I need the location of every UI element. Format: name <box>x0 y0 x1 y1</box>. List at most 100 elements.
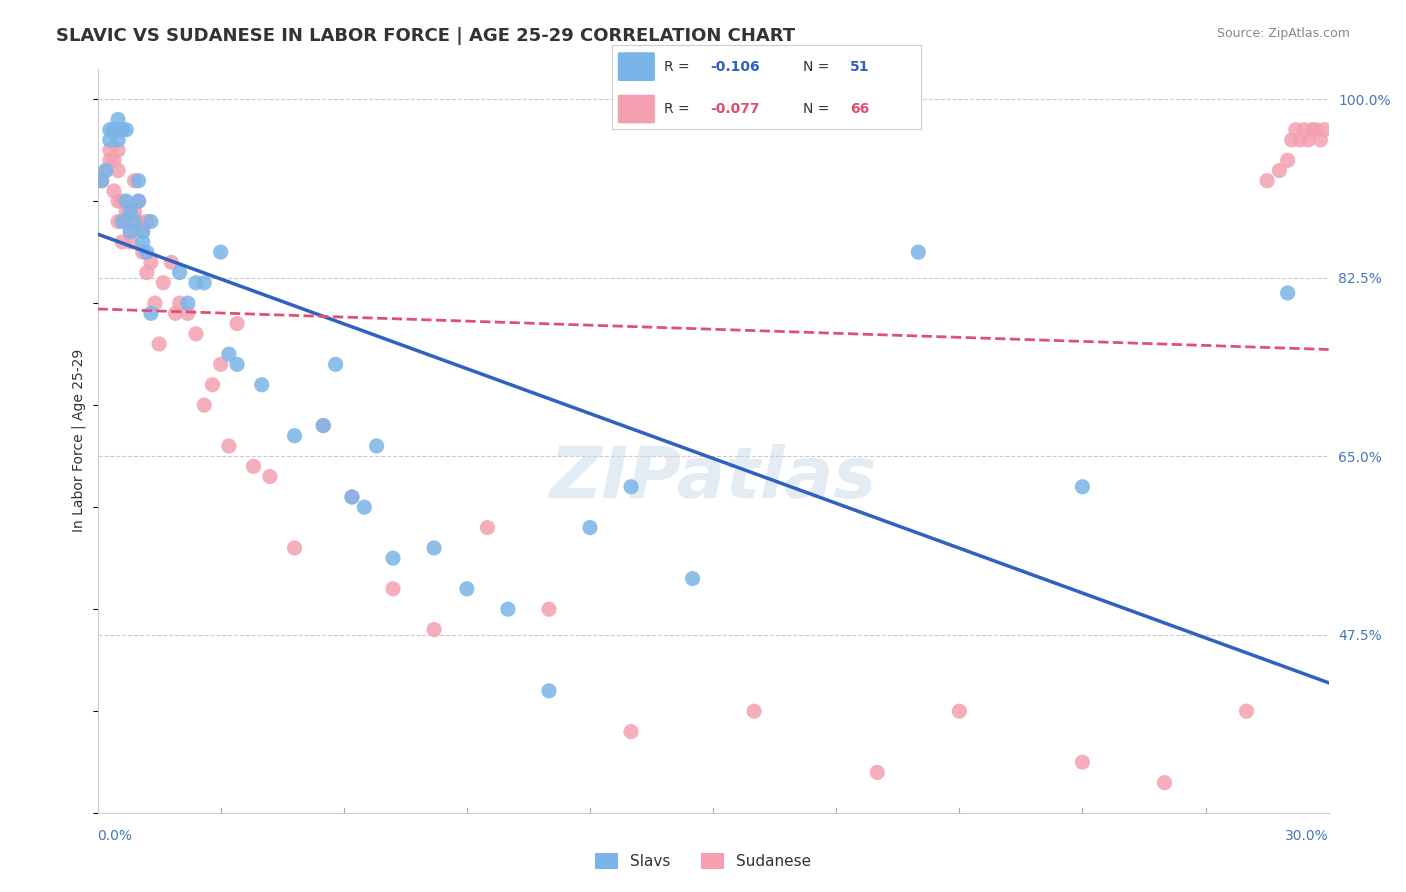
Point <box>340 490 363 504</box>
Point <box>1071 480 1094 494</box>
Point <box>135 266 157 280</box>
FancyBboxPatch shape <box>617 53 655 81</box>
Point <box>128 194 150 208</box>
Point <box>1277 153 1299 168</box>
Text: N =: N = <box>803 60 834 74</box>
Point <box>209 357 232 371</box>
Point <box>107 143 129 157</box>
Point <box>1313 122 1336 136</box>
Point <box>103 122 125 136</box>
Point <box>325 357 347 371</box>
Point <box>193 276 215 290</box>
Point <box>107 194 129 208</box>
Point <box>537 683 560 698</box>
Point <box>283 541 305 555</box>
Point <box>115 122 138 136</box>
Point <box>259 469 281 483</box>
Point <box>193 398 215 412</box>
Point <box>907 245 929 260</box>
Point <box>218 439 240 453</box>
Legend: Slavs, Sudanese: Slavs, Sudanese <box>589 847 817 875</box>
Point <box>131 225 153 239</box>
Point <box>423 541 446 555</box>
Text: -0.106: -0.106 <box>710 60 761 74</box>
Text: 30.0%: 30.0% <box>1285 829 1329 843</box>
Point <box>160 255 183 269</box>
Point <box>866 765 889 780</box>
Point <box>620 480 643 494</box>
Point <box>111 194 134 208</box>
Point <box>107 112 129 127</box>
Point <box>107 122 129 136</box>
Point <box>120 225 142 239</box>
Point <box>131 235 153 249</box>
Point <box>184 276 207 290</box>
Text: 51: 51 <box>849 60 869 74</box>
Text: Source: ZipAtlas.com: Source: ZipAtlas.com <box>1216 27 1350 40</box>
Point <box>94 163 117 178</box>
Point <box>1296 133 1319 147</box>
Point <box>283 429 305 443</box>
Point <box>477 520 499 534</box>
Point <box>107 163 129 178</box>
Point <box>1305 122 1327 136</box>
Point <box>120 204 142 219</box>
Point <box>242 459 264 474</box>
Point <box>1268 163 1291 178</box>
Point <box>366 439 388 453</box>
Point <box>120 235 142 249</box>
Point <box>148 337 170 351</box>
Point <box>579 520 602 534</box>
Point <box>124 174 146 188</box>
Point <box>177 306 200 320</box>
Point <box>1236 704 1258 718</box>
Point <box>111 214 134 228</box>
Point <box>165 306 187 320</box>
Point <box>135 245 157 260</box>
Point <box>1071 755 1094 769</box>
Point <box>226 317 249 331</box>
Point <box>111 122 134 136</box>
Text: R =: R = <box>664 102 695 116</box>
Point <box>1256 174 1278 188</box>
Point <box>218 347 240 361</box>
Text: ZIPatlas: ZIPatlas <box>550 443 877 513</box>
Point <box>1301 122 1323 136</box>
Point <box>1281 133 1303 147</box>
Point <box>1289 133 1312 147</box>
Point <box>103 122 125 136</box>
Text: SLAVIC VS SUDANESE IN LABOR FORCE | AGE 25-29 CORRELATION CHART: SLAVIC VS SUDANESE IN LABOR FORCE | AGE … <box>56 27 796 45</box>
Point <box>107 214 129 228</box>
Point <box>496 602 519 616</box>
Point <box>90 174 112 188</box>
Text: 66: 66 <box>849 102 869 116</box>
Text: -0.077: -0.077 <box>710 102 761 116</box>
FancyBboxPatch shape <box>617 95 655 123</box>
Point <box>177 296 200 310</box>
Point <box>742 704 765 718</box>
Point <box>111 235 134 249</box>
Point <box>111 122 134 136</box>
Point <box>115 204 138 219</box>
Y-axis label: In Labor Force | Age 25-29: In Labor Force | Age 25-29 <box>72 350 86 533</box>
Point <box>98 122 121 136</box>
Point <box>115 214 138 228</box>
Point <box>103 153 125 168</box>
Point <box>128 194 150 208</box>
Point <box>209 245 232 260</box>
Point <box>1285 122 1308 136</box>
Point <box>382 551 405 566</box>
Point <box>131 225 153 239</box>
Point <box>1153 775 1175 789</box>
Point <box>382 582 405 596</box>
Text: N =: N = <box>803 102 834 116</box>
Point <box>456 582 478 596</box>
Point <box>312 418 335 433</box>
Point <box>1309 133 1331 147</box>
Point <box>131 245 153 260</box>
Point <box>139 306 162 320</box>
Point <box>250 377 273 392</box>
Point <box>107 122 129 136</box>
Point <box>98 153 121 168</box>
Point <box>128 214 150 228</box>
